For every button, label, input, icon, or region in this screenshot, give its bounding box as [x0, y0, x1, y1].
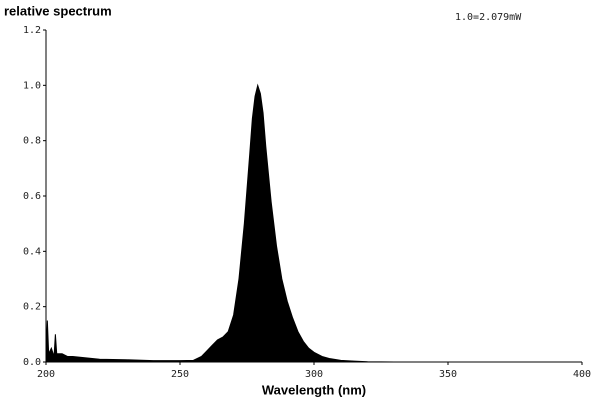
x-tick-label: 200: [37, 369, 55, 380]
x-tick-label: 350: [439, 369, 457, 380]
y-tick-label: 1.2: [23, 25, 41, 36]
y-tick-label: 0.8: [23, 136, 41, 147]
y-tick-label: 0.6: [23, 191, 41, 202]
y-tick-label: 0.0: [23, 357, 41, 368]
x-tick-label: 250: [171, 369, 189, 380]
x-axis-label: Wavelength (nm): [262, 382, 366, 397]
y-tick-label: 0.2: [23, 302, 41, 313]
y-tick-label: 0.4: [23, 246, 41, 257]
spectrum-line: [45, 83, 582, 363]
area-fill: [46, 85, 582, 362]
x-tick-label: 400: [573, 369, 591, 380]
chart-title: relative spectrum: [4, 3, 112, 18]
y-tick-label: 1.0: [23, 80, 41, 91]
annotation: 1.0=2.079mW: [455, 12, 522, 23]
x-tick-label: 300: [305, 369, 323, 380]
